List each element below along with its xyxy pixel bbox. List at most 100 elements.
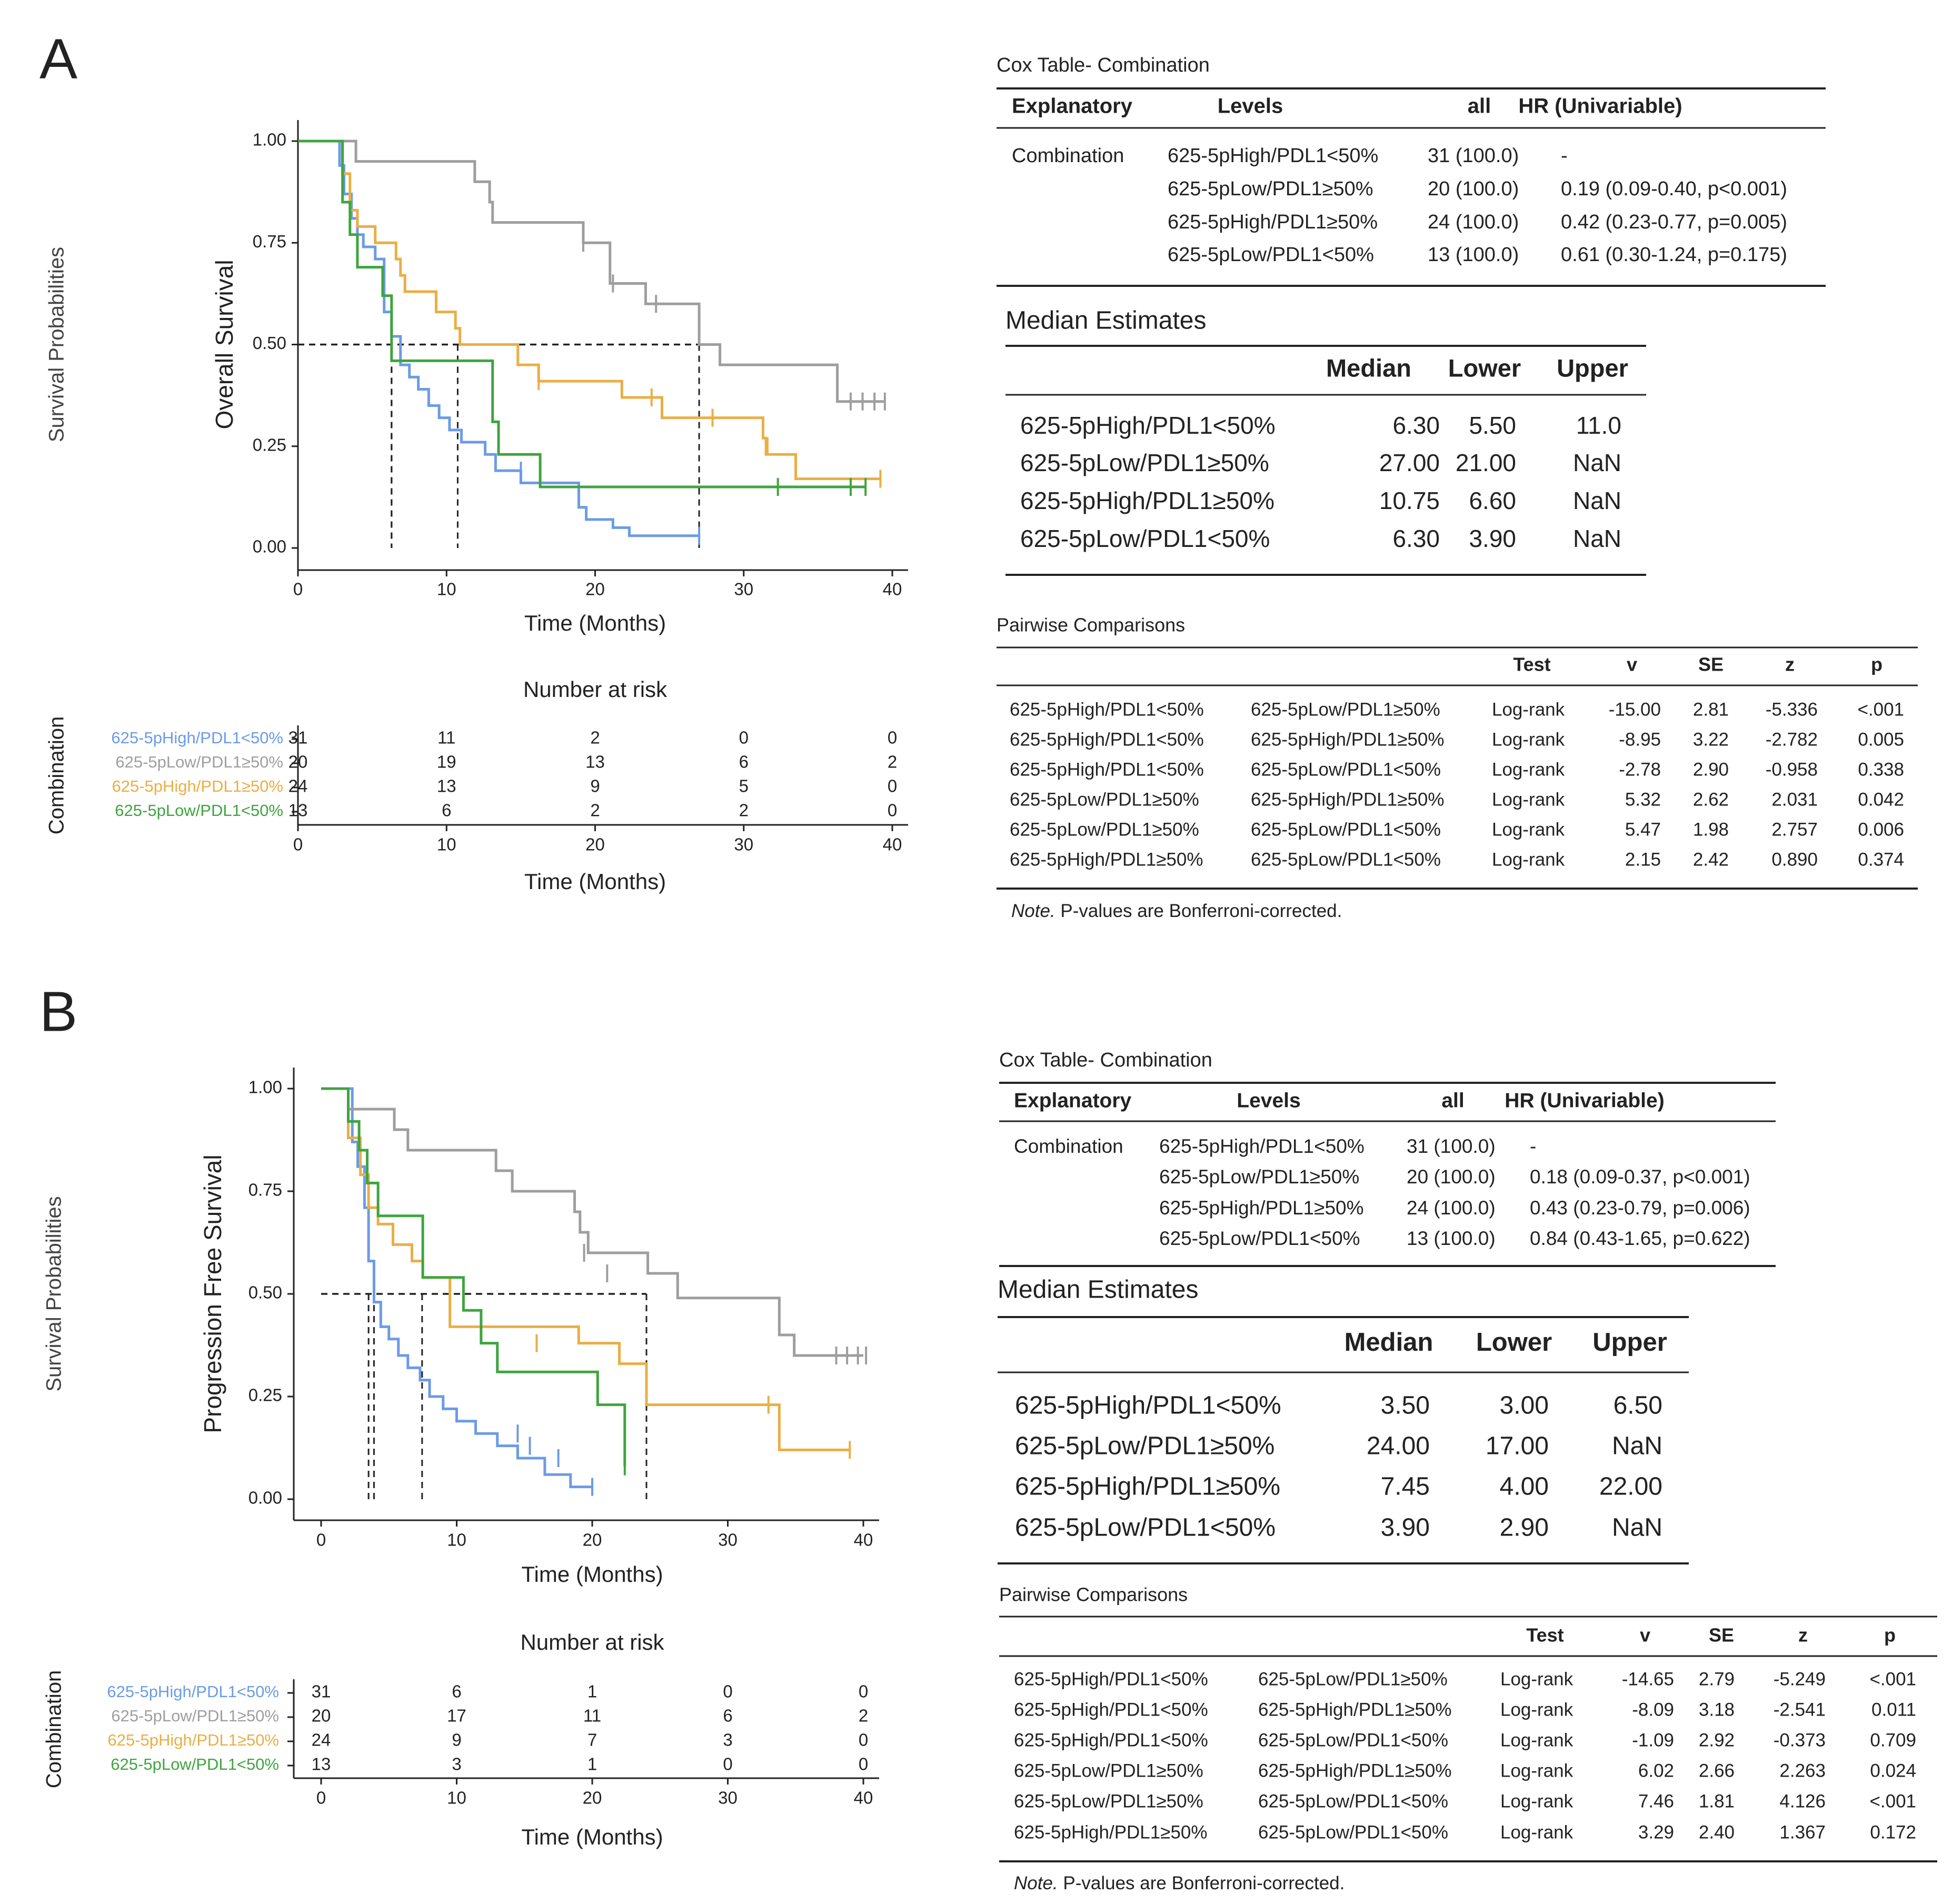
pairwise-v: -8.09	[1632, 1699, 1674, 1720]
cox-cell: 625-5pLow/PDL1≥50%	[1168, 178, 1373, 200]
cox-cell: 31 (100.0)	[1428, 145, 1519, 167]
pairwise-p: 0.042	[1858, 789, 1904, 810]
cox-cell: 0.43 (0.23-0.79, p=0.006)	[1530, 1197, 1750, 1219]
pairwise-group-a: 625-5pLow/PDL1≥50%	[1014, 1791, 1203, 1811]
pairwise-table-title: Pairwise Comparisons	[997, 614, 1185, 636]
pairwise-v: -8.95	[1619, 729, 1661, 750]
pairwise-se: 2.42	[1693, 849, 1729, 870]
outer-y-axis-label: Survival Probabilities	[43, 1196, 66, 1391]
x-tick-label: 40	[854, 1530, 873, 1550]
x-tick-label: 0	[316, 1530, 326, 1550]
cox-cell: 0.42 (0.23-0.77, p=0.005)	[1561, 211, 1787, 233]
risk-group-label: 625-5pLow/PDL1≥50%	[115, 753, 283, 771]
pairwise-test: Log-rank	[1492, 729, 1565, 750]
x-tick-label: 20	[585, 580, 605, 599]
pairwise-se: 2.62	[1693, 789, 1729, 810]
cox-cell: 0.18 (0.09-0.37, p<0.001)	[1530, 1166, 1750, 1188]
cox-cell: -	[1530, 1135, 1536, 1157]
median-table-title: Median Estimates	[998, 1276, 1199, 1304]
risk-count: 13	[437, 776, 456, 796]
pairwise-test: Log-rank	[1492, 699, 1565, 720]
pairwise-group-b: 625-5pLow/PDL1≥50%	[1251, 699, 1440, 720]
risk-count: 0	[723, 1755, 732, 1774]
risk-group-label: 625-5pHigh/PDL1<50%	[111, 729, 283, 747]
risk-x-tick-label: 0	[316, 1788, 326, 1808]
pairwise-header: z	[1785, 654, 1795, 675]
risk-count: 20	[288, 752, 308, 772]
risk-x-tick-label: 0	[293, 835, 303, 854]
median-cell: 5.50	[1469, 412, 1516, 439]
risk-table-title: Number at risk	[523, 677, 668, 702]
pairwise-header: v	[1627, 654, 1637, 675]
risk-group-label: 625-5pHigh/PDL1≥50%	[112, 777, 284, 795]
risk-count: 0	[859, 1730, 868, 1750]
risk-x-tick-label: 10	[447, 1788, 466, 1808]
risk-count: 2	[888, 752, 897, 772]
x-tick-label: 10	[437, 580, 456, 599]
pairwise-se: 2.66	[1699, 1760, 1735, 1781]
survival-curve-3	[298, 139, 881, 481]
cox-cell: 625-5pHigh/PDL1<50%	[1168, 145, 1378, 167]
pairwise-group-b: 625-5pHigh/PDL1≥50%	[1258, 1699, 1452, 1720]
pairwise-test: Log-rank	[1500, 1822, 1573, 1842]
risk-count: 11	[437, 728, 455, 747]
x-tick-label: 30	[718, 1530, 738, 1550]
pairwise-z: -2.541	[1774, 1699, 1826, 1720]
pairwise-header: p	[1884, 1624, 1896, 1646]
pairwise-test: Log-rank	[1492, 819, 1565, 840]
cox-header: Explanatory	[1014, 1089, 1132, 1112]
pairwise-group-a: 625-5pLow/PDL1≥50%	[1010, 789, 1199, 810]
median-cell: 17.00	[1486, 1432, 1549, 1460]
median-cell: NaN	[1573, 525, 1621, 552]
x-tick-label: 0	[293, 580, 303, 599]
risk-count: 13	[312, 1755, 331, 1774]
pairwise-v: 2.15	[1625, 849, 1661, 870]
risk-count: 5	[739, 776, 749, 796]
pairwise-p: <.001	[1869, 1669, 1916, 1689]
median-header: Lower	[1448, 354, 1521, 382]
cox-cell: 625-5pHigh/PDL1<50%	[1159, 1135, 1365, 1157]
risk-group-label: 625-5pHigh/PDL1≥50%	[108, 1731, 280, 1749]
median-row-label: 625-5pHigh/PDL1<50%	[1015, 1392, 1281, 1420]
pairwise-test: Log-rank	[1492, 789, 1565, 810]
pairwise-group-a: 625-5pHigh/PDL1<50%	[1014, 1730, 1208, 1750]
risk-count: 31	[288, 728, 308, 747]
pairwise-note: Note. P-values are Bonferroni-corrected.	[1014, 1873, 1345, 1893]
pairwise-v: 6.02	[1638, 1760, 1674, 1781]
risk-count: 24	[312, 1730, 331, 1750]
median-row-label: 625-5pHigh/PDL1≥50%	[1015, 1473, 1280, 1501]
risk-count: 1	[587, 1682, 597, 1701]
survival-curve-3	[321, 1087, 850, 1451]
cox-cell: 20 (100.0)	[1407, 1166, 1496, 1188]
survival-curve-4	[321, 1087, 626, 1467]
pairwise-group-b: 625-5pHigh/PDL1≥50%	[1258, 1760, 1452, 1781]
risk-x-tick-label: 30	[734, 835, 753, 854]
cox-cell: 20 (100.0)	[1428, 178, 1519, 200]
pairwise-z: 2.031	[1771, 789, 1818, 810]
median-cell: 2.90	[1500, 1514, 1549, 1542]
survival-curve-4	[298, 139, 866, 489]
pairwise-test: Log-rank	[1492, 849, 1565, 870]
median-cell: 11.0	[1576, 412, 1621, 439]
risk-count: 6	[723, 1706, 732, 1726]
pairwise-group-b: 625-5pLow/PDL1<50%	[1258, 1822, 1448, 1842]
pairwise-header: Test	[1513, 654, 1550, 675]
pairwise-group-b: 625-5pHigh/PDL1≥50%	[1251, 729, 1445, 750]
cox-header: all	[1441, 1089, 1464, 1112]
risk-group-label: 625-5pLow/PDL1<50%	[111, 1755, 279, 1773]
cox-cell: 625-5pHigh/PDL1≥50%	[1168, 211, 1378, 233]
pairwise-test: Log-rank	[1492, 759, 1565, 780]
risk-count: 2	[590, 801, 600, 820]
risk-group-label: 625-5pHigh/PDL1<50%	[107, 1682, 279, 1701]
cox-header: Levels	[1237, 1089, 1300, 1112]
cox-header: Explanatory	[1012, 95, 1133, 118]
pairwise-group-a: 625-5pLow/PDL1≥50%	[1010, 819, 1199, 840]
risk-count: 0	[888, 728, 897, 747]
risk-x-tick-label: 20	[583, 1788, 602, 1808]
pairwise-p: <.001	[1857, 699, 1904, 720]
y-axis-label: Overall Survival	[211, 260, 238, 429]
median-cell: 22.00	[1599, 1473, 1662, 1501]
cox-cell: 0.19 (0.09-0.40, p<0.001)	[1561, 178, 1787, 200]
pairwise-se: 1.98	[1693, 819, 1729, 840]
survival-curve-1	[298, 139, 700, 537]
